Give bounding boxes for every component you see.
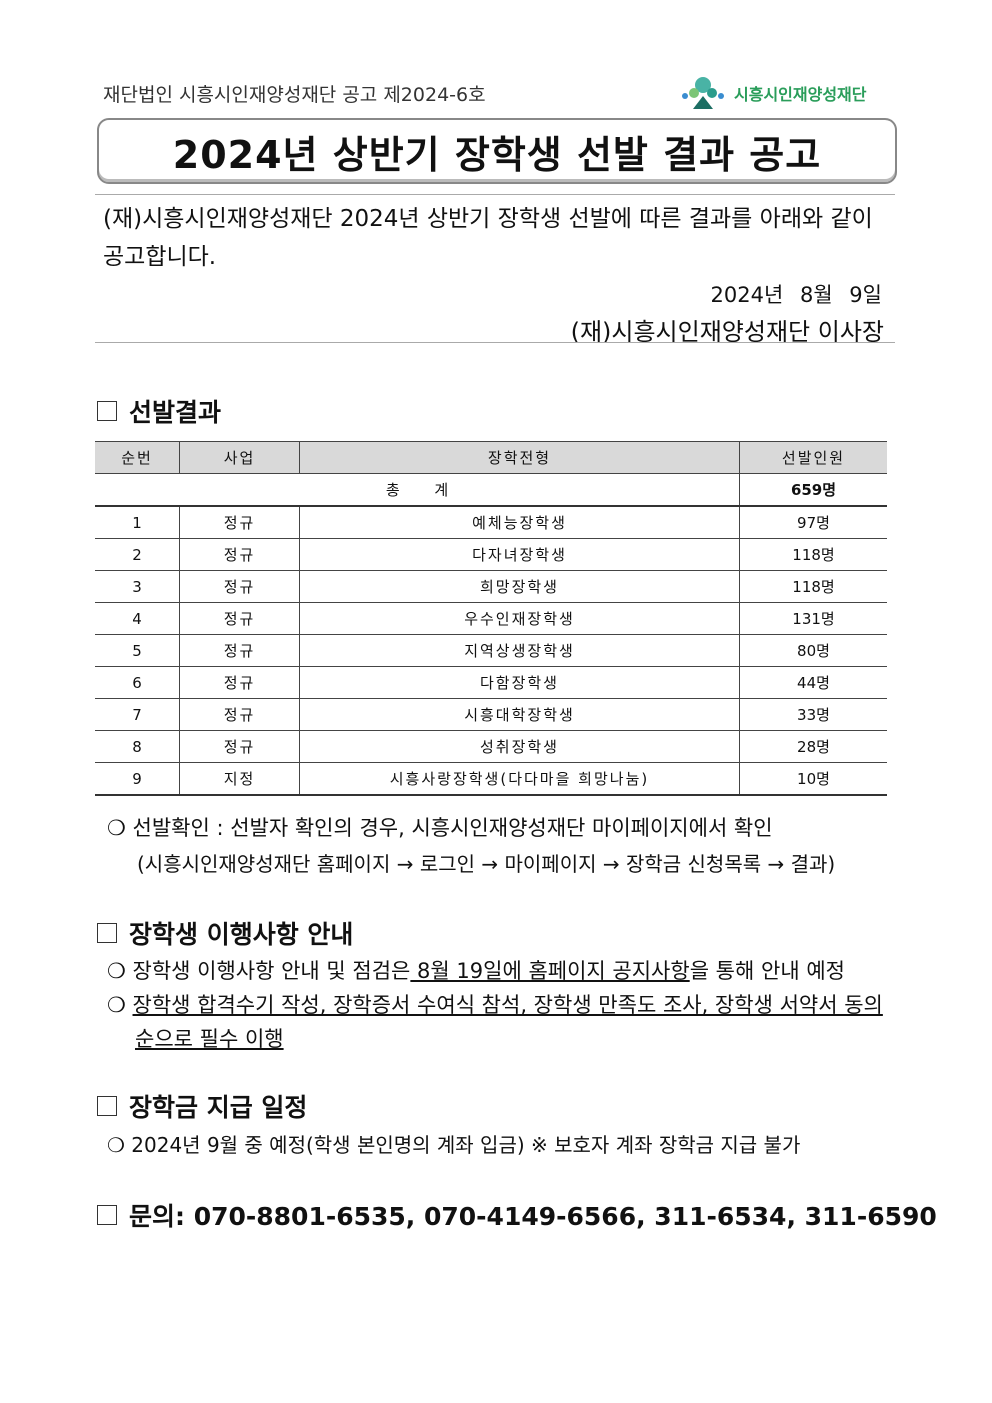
table-cell: 44명 xyxy=(739,666,887,699)
section-heading: 장학금 지급 일정 xyxy=(97,1088,307,1124)
checkbox-icon xyxy=(97,1096,117,1116)
list-item: ❍ 장학생 이행사항 안내 및 점검은 8월 19일에 홈페이지 공지사항을 통… xyxy=(107,955,845,985)
header-cell: 순번 xyxy=(95,441,180,474)
item-text: ❍ 장학생 이행사항 안내 및 점검은 xyxy=(107,959,411,983)
contact-text: 문의: 070-8801-6535, 070-4149-6566, 311-65… xyxy=(129,1202,937,1231)
table-cell: 정규 xyxy=(179,505,300,539)
table-cell: 2 xyxy=(95,538,180,571)
table-cell: 3 xyxy=(95,570,180,603)
table-cell: 33명 xyxy=(739,698,887,731)
total-row: 총 계 659명 xyxy=(95,473,887,507)
table-row: 3 정규 희망장학생 118명 xyxy=(95,570,887,603)
divider xyxy=(95,342,895,343)
checkbox-icon xyxy=(97,1205,117,1225)
item-text-underlined: 8월 19일에 홈페이지 공지사항 xyxy=(410,959,690,983)
table-cell: 1 xyxy=(95,505,180,539)
table-cell: 6 xyxy=(95,666,180,699)
table-cell: 우수인재장학생 xyxy=(299,602,740,635)
total-label: 총 계 xyxy=(95,473,740,507)
list-item: ❍ 2024년 9월 중 예정(학생 본인명의 계좌 입금) ※ 보호자 계좌 … xyxy=(107,1133,801,1157)
table-cell: 131명 xyxy=(739,602,887,635)
table-row: 8 정규 성취장학생 28명 xyxy=(95,730,887,763)
table-cell: 지정 xyxy=(179,762,300,796)
title-box: 2024년 상반기 장학생 선발 결과 공고 xyxy=(97,118,897,184)
list-item-continued: 순으로 필수 이행 xyxy=(135,1027,284,1051)
table-cell: 정규 xyxy=(179,570,300,603)
list-item: ❍ 장학생 합격수기 작성, 장학증서 수여식 참석, 장학생 만족도 조사, … xyxy=(107,989,883,1019)
table-cell: 80명 xyxy=(739,634,887,667)
table-cell: 4 xyxy=(95,602,180,635)
table-cell: 8 xyxy=(95,730,180,763)
table-cell: 정규 xyxy=(179,666,300,699)
table-cell: 지역상생장학생 xyxy=(299,634,740,667)
table-cell: 시흥대학장학생 xyxy=(299,698,740,731)
table-cell: 7 xyxy=(95,698,180,731)
divider xyxy=(95,194,895,195)
table-cell: 118명 xyxy=(739,570,887,603)
table-row: 5 정규 지역상생장학생 80명 xyxy=(95,634,887,667)
table-cell: 시흥사랑장학생(다다마을 희망나눔) xyxy=(299,762,740,796)
table-cell: 다자녀장학생 xyxy=(299,538,740,571)
table-row: 7 정규 시흥대학장학생 33명 xyxy=(95,698,887,731)
table-cell: 정규 xyxy=(179,634,300,667)
table-cell: 희망장학생 xyxy=(299,570,740,603)
checkbox-icon xyxy=(97,923,117,943)
results-table: 순번 사업 장학전형 선발인원 총 계 659명 1 정규 예체능장학생 97명 2 정규 다자녀장… xyxy=(95,441,887,796)
section-heading: 장학생 이행사항 안내 xyxy=(97,915,353,951)
table-row: 6 정규 다함장학생 44명 xyxy=(95,666,887,699)
section-heading: 문의: 070-8801-6535, 070-4149-6566, 311-65… xyxy=(97,1197,937,1233)
notice-date: 2024년 8월 9일 xyxy=(710,283,882,307)
table-cell: 정규 xyxy=(179,698,300,731)
foundation-logo: 시흥시인재양성재단 xyxy=(680,76,866,110)
table-cell: 10명 xyxy=(739,762,887,796)
table-cell: 28명 xyxy=(739,730,887,763)
table-header-row: 순번 사업 장학전형 선발인원 xyxy=(95,441,887,474)
table-cell: 예체능장학생 xyxy=(299,505,740,539)
total-value: 659명 xyxy=(739,473,887,507)
table-cell: 다함장학생 xyxy=(299,666,740,699)
item-text: 을 통해 안내 예정 xyxy=(689,959,845,983)
table-cell: 118명 xyxy=(739,538,887,571)
header-cell: 장학전형 xyxy=(299,441,740,474)
table-cell: 5 xyxy=(95,634,180,667)
section-heading: 선발결과 xyxy=(97,393,221,429)
heading-text: 선발결과 xyxy=(129,398,222,427)
table-cell: 정규 xyxy=(179,538,300,571)
heading-text: 장학금 지급 일정 xyxy=(129,1093,308,1122)
table-cell: 정규 xyxy=(179,602,300,635)
notice-number: 재단법인 시흥시인재양성재단 공고 제2024-6호 xyxy=(103,84,486,106)
header-cell: 선발인원 xyxy=(739,441,887,474)
table-cell: 정규 xyxy=(179,730,300,763)
table-cell: 97명 xyxy=(739,505,887,539)
table-row: 2 정규 다자녀장학생 118명 xyxy=(95,538,887,571)
table-row: 9 지정 시흥사랑장학생(다다마을 희망나눔) 10명 xyxy=(95,762,887,796)
intro-text: (재)시흥시인재양성재단 2024년 상반기 장학생 선발에 따른 결과를 아래… xyxy=(103,206,873,270)
bullet-icon: ❍ xyxy=(107,993,133,1017)
signer: (재)시흥시인재양성재단 이사장 xyxy=(570,318,884,346)
table-cell: 성취장학생 xyxy=(299,730,740,763)
table-row: 1 정규 예체능장학생 97명 xyxy=(95,505,887,539)
note-selection-check: ❍ 선발확인 : 선발자 확인의 경우, 시흥시인재양성재단 마이페이지에서 확… xyxy=(107,816,773,840)
header-cell: 사업 xyxy=(179,441,300,474)
note-path: (시흥시인재양성재단 홈페이지 → 로그인 → 마이페이지 → 장학금 신청목록… xyxy=(137,852,836,876)
table-cell: 9 xyxy=(95,762,180,796)
table-row: 4 정규 우수인재장학생 131명 xyxy=(95,602,887,635)
page-title: 2024년 상반기 장학생 선발 결과 공고 xyxy=(172,132,822,177)
heading-text: 장학생 이행사항 안내 xyxy=(129,920,354,949)
logo-text: 시흥시인재양성재단 xyxy=(734,85,867,104)
checkbox-icon xyxy=(97,401,117,421)
tree-logo-icon xyxy=(682,77,724,109)
item-text-underlined: 장학생 합격수기 작성, 장학증서 수여식 참석, 장학생 만족도 조사, 장학… xyxy=(132,993,883,1017)
